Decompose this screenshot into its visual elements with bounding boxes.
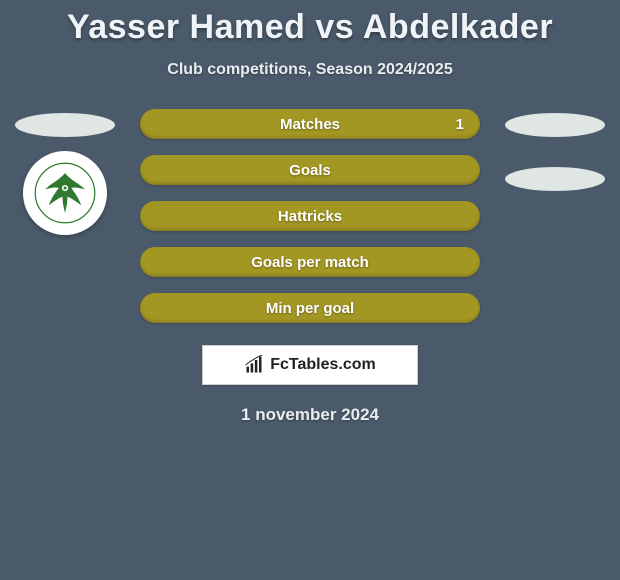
stat-bar-min-per-goal: Min per goal: [140, 293, 480, 323]
brand-text: FcTables.com: [270, 356, 376, 374]
bar-chart-icon: [244, 355, 264, 375]
stat-bar-matches: Matches 1: [140, 109, 480, 139]
stat-value: 1: [456, 116, 464, 133]
stat-label: Min per goal: [266, 300, 354, 317]
stat-label: Goals: [289, 162, 331, 179]
left-player-placeholder-icon: [15, 113, 115, 137]
right-club-placeholder-icon: [505, 167, 605, 191]
date-label: 1 november 2024: [0, 405, 620, 425]
left-club-badge: [23, 151, 107, 235]
comparison-panel: Matches 1 Goals Hattricks Goals per matc…: [0, 109, 620, 425]
stat-bar-goals-per-match: Goals per match: [140, 247, 480, 277]
stat-bars: Matches 1 Goals Hattricks Goals per matc…: [140, 109, 480, 323]
left-player-column: [10, 109, 120, 235]
eagle-icon: [34, 162, 96, 224]
subtitle: Club competitions, Season 2024/2025: [0, 61, 620, 79]
brand-box: FcTables.com: [202, 345, 418, 385]
stat-bar-goals: Goals: [140, 155, 480, 185]
stat-bar-hattricks: Hattricks: [140, 201, 480, 231]
stat-label: Hattricks: [278, 208, 342, 225]
right-player-placeholder-icon: [505, 113, 605, 137]
stat-label: Goals per match: [251, 254, 369, 271]
right-player-column: [500, 109, 610, 191]
stat-label: Matches: [280, 116, 340, 133]
page-title: Yasser Hamed vs Abdelkader: [0, 0, 620, 47]
